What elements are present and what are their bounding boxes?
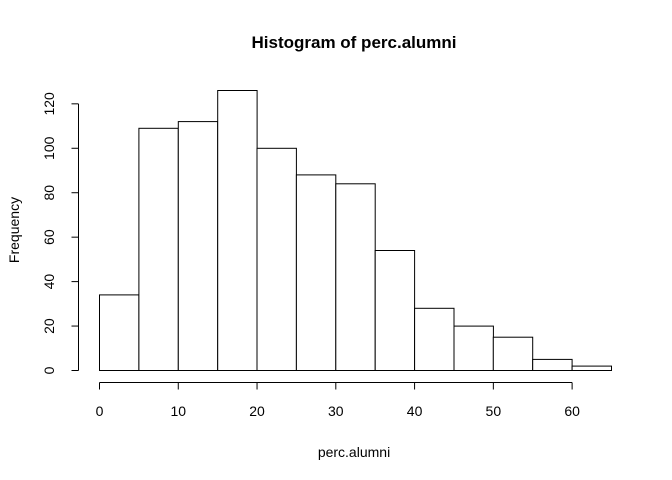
histogram-bar [217,90,258,371]
histogram-bar [177,121,219,371]
histogram-bar [295,174,337,371]
histogram-bar [256,147,297,371]
x-tick-label: 60 [564,403,580,419]
y-tick-label: 60 [41,229,57,245]
y-tick-label: 20 [41,318,57,334]
histogram-bar [414,307,455,371]
histogram-bar [453,325,494,372]
bars-group [99,90,612,372]
x-tick-label: 10 [170,403,186,419]
histogram-bar [138,127,179,371]
chart-title: Histogram of perc.alumni [252,33,457,52]
y-axis: 0 20 40 60 80 100 120 [41,92,79,374]
x-axis-label: perc.alumni [318,444,390,460]
x-axis: 0 10 20 30 40 50 60 [96,382,580,419]
histogram-bar [571,365,612,372]
x-tick-label: 20 [249,403,265,419]
y-tick-label: 80 [41,185,57,201]
histogram-bar [492,336,534,372]
histogram-bar [532,358,573,371]
y-tick-label: 40 [41,274,57,290]
x-tick-label: 50 [486,403,502,419]
y-axis-label: Frequency [6,197,22,263]
y-tick-label: 0 [41,366,57,374]
x-tick-label: 40 [407,403,423,419]
histogram-bar [335,183,376,371]
histogram-bar [99,294,140,371]
y-tick-label: 120 [41,92,57,116]
histogram-bar [374,250,416,371]
x-tick-label: 30 [328,403,344,419]
x-tick-label: 0 [96,403,104,419]
y-tick-label: 100 [41,136,57,160]
